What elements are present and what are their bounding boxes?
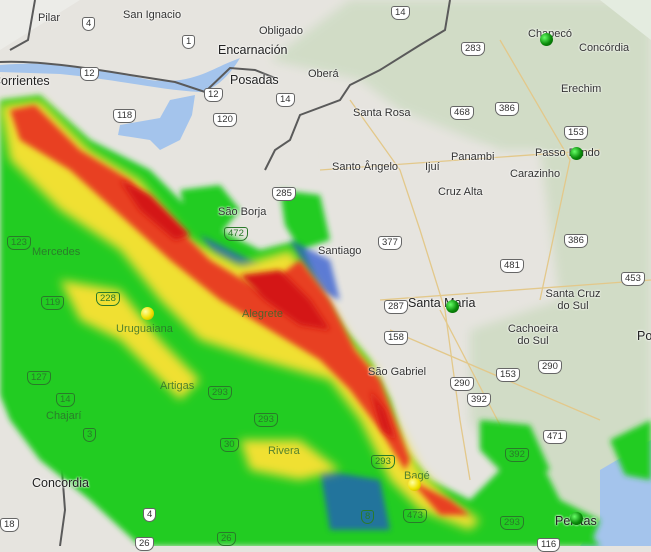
city-label: Panambi	[451, 151, 495, 163]
route-shield: 481	[500, 259, 524, 273]
route-shield: 228	[96, 292, 120, 306]
city-label: Alegrete	[242, 308, 283, 320]
city-label: São Borja	[218, 206, 267, 218]
station-marker-chapeco[interactable]	[540, 33, 553, 46]
city-label: Obligado	[259, 25, 304, 37]
station-marker-pelotas[interactable]	[570, 512, 583, 525]
city-label: Corrientes	[0, 74, 50, 88]
route-shield: 8	[361, 510, 375, 524]
route-shield: 377	[378, 236, 402, 250]
city-label: Mercedes	[32, 246, 81, 258]
route-shield: 386	[564, 234, 588, 248]
route-shield: 120	[213, 113, 237, 127]
city-label: San Ignacio	[123, 9, 182, 21]
route-shield: 30	[220, 438, 239, 452]
route-shield: 386	[495, 102, 519, 116]
city-label: Ijuí	[425, 161, 440, 173]
city-label: Oberá	[308, 68, 339, 80]
route-shield: 123	[7, 236, 31, 250]
route-shield: 14	[276, 93, 295, 107]
terrain-light	[330, 150, 560, 330]
city-label: Artigas	[160, 380, 195, 392]
route-shield: 26	[135, 537, 154, 551]
city-label: Cruz Alta	[438, 186, 483, 198]
radar-echo-intense	[120, 180, 395, 440]
city-label: Santo Ângelo	[332, 161, 399, 173]
route-shield: 473	[403, 509, 427, 523]
city-label: Concórdia	[579, 42, 630, 54]
route-shield: 471	[543, 430, 567, 444]
route-shield: 127	[27, 371, 51, 385]
city-label: Po	[637, 329, 651, 343]
city-label: Posadas	[230, 73, 279, 87]
route-shield: 472	[224, 227, 248, 241]
route-shield: 116	[537, 538, 561, 552]
city-label: Pilar	[38, 12, 61, 24]
route-shield: 153	[496, 368, 520, 382]
route-shield: 283	[461, 42, 485, 56]
route-shield: 392	[505, 448, 529, 462]
route-shield: 4	[82, 17, 96, 31]
city-label: Santiago	[318, 245, 362, 257]
route-shield: 26	[217, 532, 236, 546]
route-shield: 293	[371, 455, 395, 469]
radar-echo-heavy	[10, 105, 470, 515]
route-shield: 453	[621, 272, 645, 286]
city-label: Passo Fundo	[535, 147, 600, 159]
route-shield: 3	[83, 428, 97, 442]
radar-range-edge-ne	[600, 0, 651, 40]
route-shield: 290	[450, 377, 474, 391]
route-shield: 285	[272, 187, 296, 201]
station-marker-bage[interactable]	[408, 478, 421, 491]
city-label: Erechim	[561, 83, 602, 95]
route-shield: 4	[143, 508, 157, 522]
route-shield: 12	[204, 88, 223, 102]
city-label: Santa Maria	[408, 296, 476, 310]
city-label: Santa Rosa	[353, 107, 411, 119]
route-shield: 290	[538, 360, 562, 374]
route-shield: 118	[113, 109, 137, 123]
city-label: Uruguaiana	[116, 323, 173, 335]
city-label: Encarnación	[218, 43, 288, 57]
route-shield: 153	[564, 126, 588, 140]
route-shield: 158	[384, 331, 408, 345]
city-label: Cachoeira do Sul	[507, 323, 559, 347]
route-shield: 14	[391, 6, 410, 20]
city-label: Carazinho	[510, 168, 561, 180]
route-shield: 1	[182, 35, 196, 49]
route-shield: 293	[254, 413, 278, 427]
route-shield: 293	[208, 386, 232, 400]
route-shield: 18	[0, 518, 19, 532]
route-shield: 468	[450, 106, 474, 120]
city-label: Chajarí	[46, 410, 82, 422]
city-label: Concordia	[32, 476, 89, 490]
route-shield: 119	[41, 296, 65, 310]
route-shield: 293	[500, 516, 524, 530]
route-shield: 287	[384, 300, 408, 314]
route-shield: 12	[80, 67, 99, 81]
city-label: Santa Cruz do Sul	[545, 288, 601, 312]
radar-range-edge	[0, 0, 80, 50]
route-shield: 392	[467, 393, 491, 407]
route-shield: 14	[56, 393, 75, 407]
station-marker-passo-fundo[interactable]	[570, 147, 583, 160]
city-label: Rivera	[268, 445, 300, 457]
station-marker-santa-maria[interactable]	[446, 300, 459, 313]
station-marker-uruguaiana[interactable]	[141, 307, 154, 320]
city-label: São Gabriel	[368, 366, 427, 378]
